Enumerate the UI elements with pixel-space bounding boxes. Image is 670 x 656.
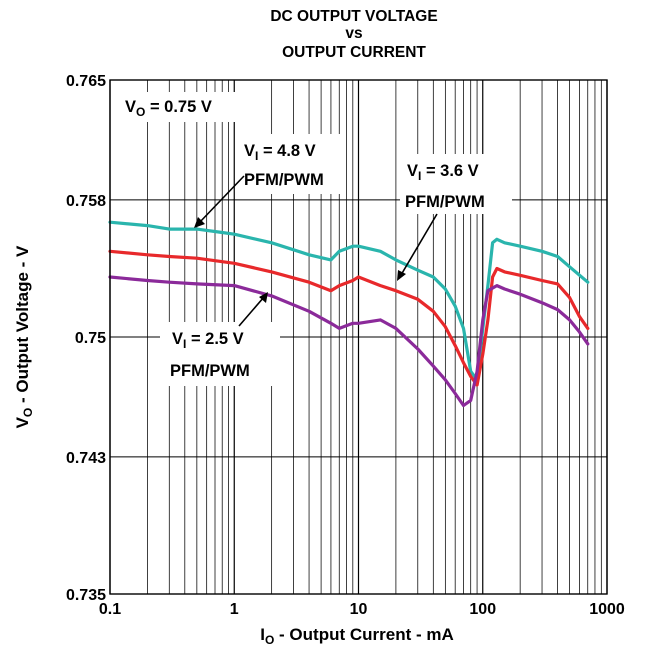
annotation-vi-4-8-main: V (244, 142, 255, 160)
svg-text:VI = 3.6 V: VI = 3.6 V (407, 162, 479, 183)
x-tick-label: 1000 (589, 601, 625, 618)
annotation-vo-sub: O (136, 105, 145, 119)
y-tick-labels: 0.735 0.743 0.75 0.758 0.765 (66, 73, 106, 604)
annotation-vi-3-6: VI = 3.6 V PFM/PWM (400, 154, 512, 214)
arrow-vi-3-6-head (397, 270, 406, 281)
annotation-arrows (194, 175, 438, 327)
y-axis-label-sub: O (21, 408, 35, 417)
svg-text:VI = 4.8 V: VI = 4.8 V (244, 142, 316, 163)
annotation-vi-4-8-rest: = 4.8 V (258, 142, 315, 160)
x-tick-label: 0.1 (99, 601, 121, 618)
arrow-vi-3-6 (400, 213, 438, 276)
x-tick-label: 10 (350, 601, 368, 618)
annotation-vi-4-8-sub: I (255, 149, 258, 163)
annotation-vi-2-5-main: V (172, 330, 183, 348)
arrow-vi-4-8 (198, 175, 245, 224)
x-axis-label: IO - Output Current - mA (260, 625, 454, 647)
x-axis-label-sub: O (265, 633, 274, 647)
y-tick-label: 0.758 (66, 193, 106, 210)
y-tick-label: 0.75 (75, 330, 106, 347)
annotation-vi-4-8: VI = 4.8 V PFM/PWM (238, 134, 340, 194)
x-axis-label-main: I (260, 625, 265, 644)
arrow-vi-4-8-head (194, 217, 205, 228)
x-tick-label: 1 (230, 601, 239, 618)
y-axis-label-rest: - Output Voltage - V (13, 245, 32, 408)
chart-title-line-1: DC OUTPUT VOLTAGE (270, 8, 437, 25)
y-axis-label: VO - Output Voltage - V (13, 245, 35, 428)
y-tick-label: 0.743 (66, 450, 106, 467)
arrow-vi-2-5-head (259, 292, 268, 303)
annotation-vi-3-6-rest: = 3.6 V (421, 162, 478, 180)
annotation-vi-2-5-sub: I (183, 337, 186, 351)
annotation-vo-main: V (125, 98, 136, 116)
annotation-vi-3-6-sub: I (418, 169, 421, 183)
series-line-0 (108, 220, 590, 382)
annotation-vi-3-6-main: V (407, 162, 418, 180)
annotation-vi-2-5-rest: = 2.5 V (186, 330, 243, 348)
y-tick-label: 0.765 (66, 73, 106, 90)
annotation-vi-2-5-mode: PFM/PWM (170, 362, 250, 380)
x-tick-label: 100 (469, 601, 496, 618)
x-axis-label-rest: - Output Current - mA (274, 625, 453, 644)
x-tick-labels: 0.1 1 10 100 1000 (99, 601, 625, 618)
chart-title-line-2: vs (345, 25, 362, 42)
chart-title-line-3: OUTPUT CURRENT (282, 44, 426, 61)
annotation-vo: VO = 0.75 V (120, 92, 254, 122)
annotation-vi-4-8-mode: PFM/PWM (244, 171, 324, 189)
svg-text:VI = 2.5 V: VI = 2.5 V (172, 330, 244, 351)
series-line-1 (108, 249, 590, 387)
annotation-vi-2-5: VI = 2.5 V PFM/PWM (160, 322, 280, 386)
arrow-vi-2-5 (238, 296, 265, 327)
y-tick-label: 0.735 (66, 587, 106, 604)
y-axis-label-main: V (13, 416, 32, 428)
annotation-vi-3-6-mode: PFM/PWM (405, 193, 485, 211)
annotation-vo-rest: = 0.75 V (145, 98, 212, 116)
svg-text:VO = 0.75 V: VO = 0.75 V (125, 98, 212, 119)
plot-frame (109, 79, 608, 595)
